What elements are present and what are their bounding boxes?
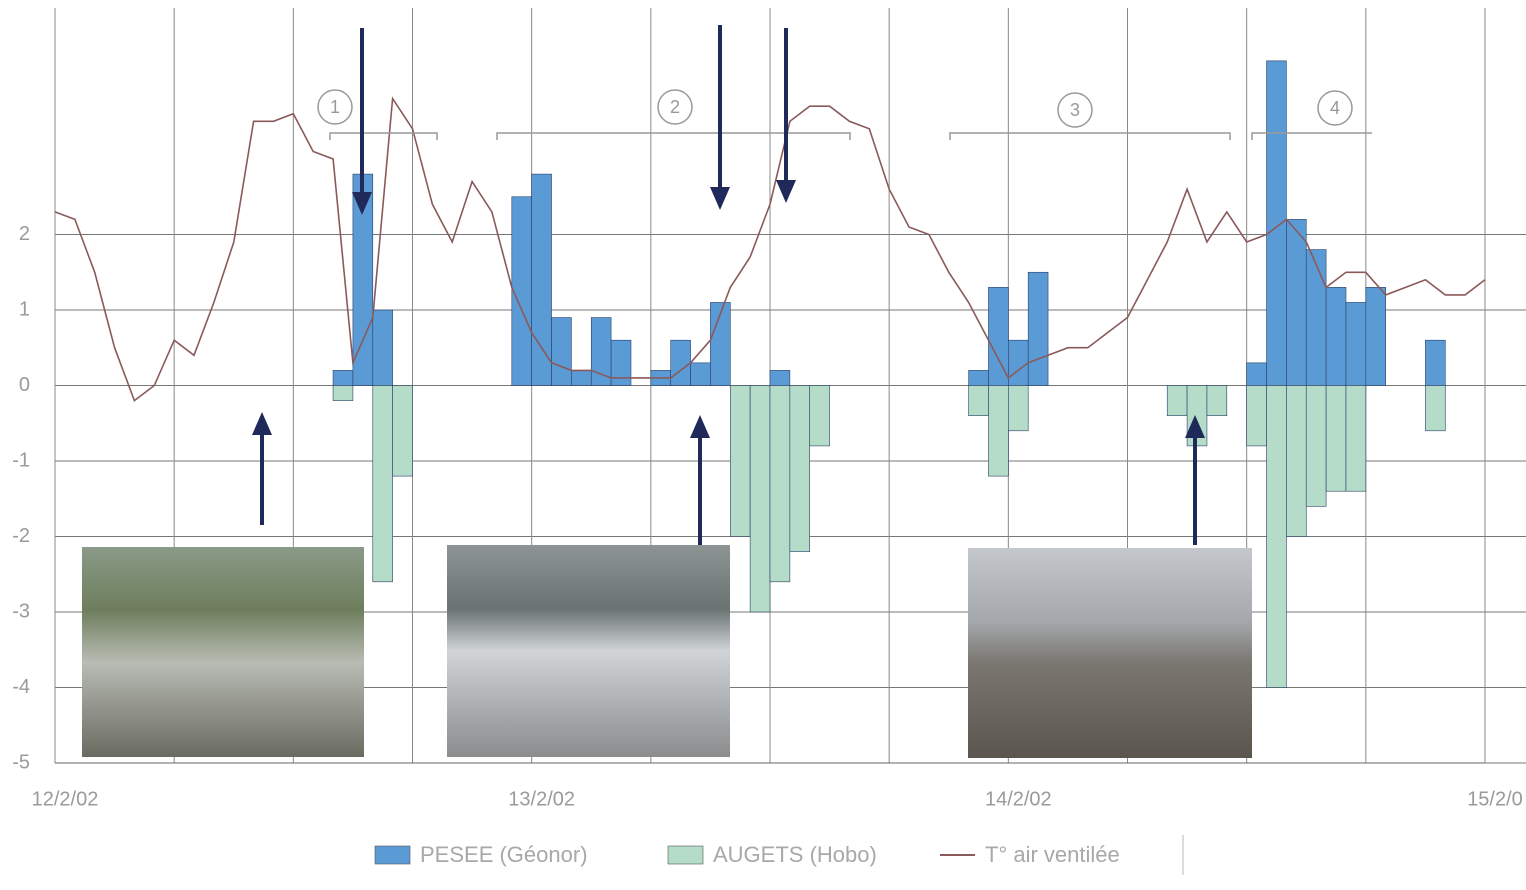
bar (552, 318, 572, 386)
bar (1425, 386, 1445, 431)
bar (1267, 61, 1287, 386)
bar (730, 386, 750, 537)
bar (1008, 386, 1028, 431)
period-label: 1 (330, 97, 340, 117)
y-tick-label: -1 (12, 449, 30, 471)
x-tick-label: 12/2/02 (32, 788, 99, 810)
bar (1267, 386, 1287, 688)
y-tick-label: 1 (19, 298, 30, 320)
period-label: 3 (1070, 100, 1080, 120)
legend-swatch (668, 846, 703, 864)
x-tick-label: 14/2/02 (985, 788, 1052, 810)
bar (790, 386, 810, 552)
bar (373, 310, 393, 386)
bar (1346, 302, 1366, 385)
y-tick-label: 2 (19, 223, 30, 245)
bar (1306, 386, 1326, 507)
y-tick-label: -3 (12, 600, 30, 622)
bar (1286, 386, 1306, 537)
bar (333, 386, 353, 401)
legend-label: T° air ventilée (985, 842, 1120, 867)
bar (532, 174, 552, 385)
bar (988, 386, 1008, 477)
bar (1286, 219, 1306, 385)
bar (671, 340, 691, 385)
photo (447, 545, 730, 757)
bar (1326, 386, 1346, 492)
bar (1167, 386, 1187, 416)
x-tick-label: 15/2/0 (1467, 788, 1523, 810)
y-tick-label: -5 (12, 751, 30, 773)
period-label: 2 (670, 97, 680, 117)
period-label: 4 (1330, 98, 1340, 118)
bar (1247, 386, 1267, 446)
legend-label: PESEE (Géonor) (420, 842, 588, 867)
photo (968, 548, 1252, 758)
bar (1028, 272, 1048, 385)
bar (969, 370, 989, 385)
bar (1247, 363, 1267, 386)
bar (512, 197, 532, 386)
brackets (318, 90, 1372, 140)
x-tick-label: 13/2/02 (508, 788, 575, 810)
bar (969, 386, 989, 416)
bar (611, 340, 631, 385)
bar (1425, 340, 1445, 385)
y-tick-label: -2 (12, 525, 30, 547)
bar (1008, 340, 1028, 385)
bar (750, 386, 770, 613)
bar (333, 370, 353, 385)
bar (373, 386, 393, 582)
chart: -5 -4 -3 -2 -1 0 1 2 12/2/02 13/2/02 14/2/02 15/2/0… (0, 0, 1526, 885)
bar (770, 370, 790, 385)
bar (1346, 386, 1366, 492)
legend-label: AUGETS (Hobo) (713, 842, 877, 867)
bar (770, 386, 790, 582)
legend-swatch (375, 846, 410, 864)
bar (1207, 386, 1227, 416)
y-tick-label: 0 (19, 374, 30, 396)
y-tick-label: -4 (12, 676, 30, 698)
photo (82, 547, 364, 757)
bar (1326, 287, 1346, 385)
bar (691, 363, 711, 386)
bar (393, 386, 413, 477)
bar (810, 386, 830, 446)
bar (1366, 287, 1386, 385)
legend: PESEE (Géonor) AUGETS (Hobo) T° air ventil… (375, 835, 1183, 875)
bar (571, 370, 591, 385)
bar (1306, 250, 1326, 386)
bar (591, 318, 611, 386)
